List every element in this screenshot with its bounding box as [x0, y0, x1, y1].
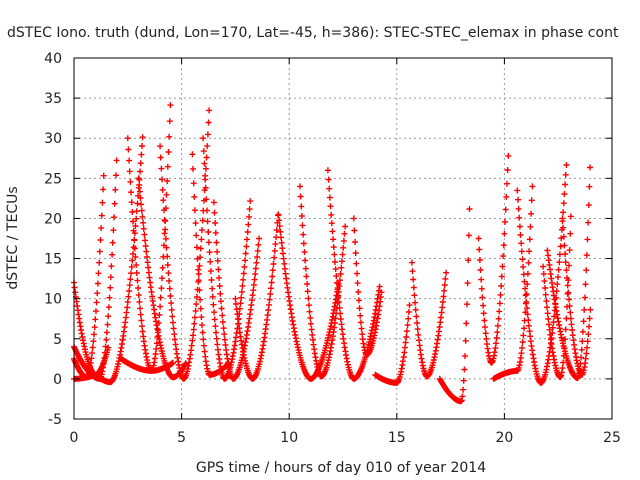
y-tick-label: 0: [53, 372, 62, 388]
data-point-arc: [559, 215, 594, 378]
data-point-arc: [544, 164, 593, 381]
data-point-arc: [475, 152, 512, 366]
data-point-arc: [372, 302, 413, 386]
y-tick-label: 10: [44, 292, 62, 308]
y-tick-label: 35: [44, 91, 62, 107]
data-point-arc: [232, 212, 281, 382]
x-tick-label: 0: [70, 430, 79, 446]
axis-ticks: [73, 57, 613, 420]
data-point-arc: [92, 134, 146, 386]
data-point-arc: [540, 213, 574, 381]
x-tick-label: 5: [177, 430, 186, 446]
chart-title: dSTEC Iono. truth (dund, Lon=170, Lat=-4…: [7, 25, 619, 41]
x-tick-label: 20: [495, 430, 513, 446]
y-tick-label: -5: [48, 412, 62, 428]
y-tick-label: 15: [44, 252, 62, 268]
x-tick-label: 25: [603, 430, 621, 446]
x-tick-label: 10: [280, 430, 298, 446]
data-point-arc: [350, 215, 385, 358]
data-point-arc: [297, 183, 349, 380]
data-point-arc: [490, 183, 536, 382]
data-markers: [71, 102, 594, 405]
data-point-arc: [436, 206, 473, 405]
grid: [74, 58, 612, 419]
y-tick-label: 40: [44, 51, 62, 67]
plot-frame: [73, 57, 613, 420]
x-tick-label: 15: [388, 430, 406, 446]
x-axis-label: GPS time / hours of day 010 of year 2014: [196, 460, 486, 476]
x-tick-labels: 0 5 10 15 20 25: [70, 430, 621, 446]
y-tick-label: 30: [44, 131, 62, 147]
data-point-arc: [324, 167, 383, 382]
y-tick-labels: -5 0 5 10 15 20 25 30 35 40: [44, 51, 62, 428]
y-tick-label: 20: [44, 211, 62, 227]
y-tick-label: 25: [44, 171, 62, 187]
y-axis-label: dSTEC / TECUs: [5, 186, 21, 289]
y-tick-label: 5: [53, 332, 62, 348]
data-point-arc: [408, 259, 450, 380]
